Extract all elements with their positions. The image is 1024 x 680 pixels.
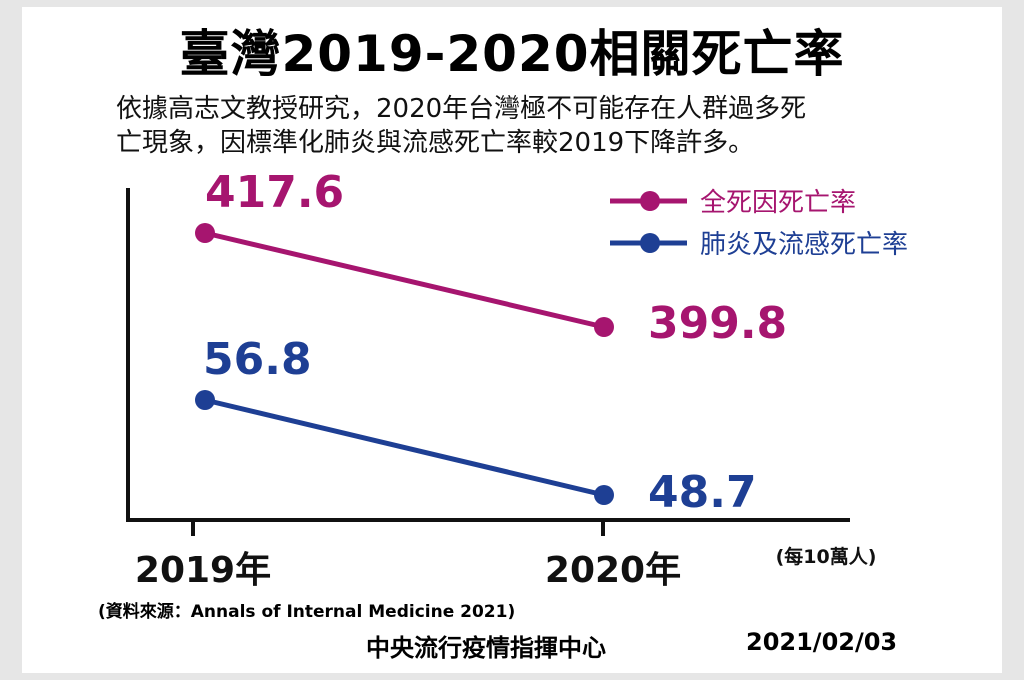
x-tick-label: 2020年	[545, 550, 681, 591]
infographic-panel	[22, 7, 1002, 673]
legend-marker	[640, 191, 660, 211]
legend-label: 全死因死亡率	[700, 188, 856, 218]
x-tick-label: 2019年	[135, 550, 271, 591]
legend-marker	[640, 233, 660, 253]
series-line	[204, 230, 605, 330]
page-title: 臺灣2019-2020相關死亡率	[179, 25, 845, 83]
footer-date: 2021/02/03	[746, 628, 898, 656]
series-line	[204, 397, 605, 498]
data-label: 56.8	[203, 334, 312, 385]
source-note: (資料來源：Annals of Internal Medicine 2021)	[98, 602, 516, 622]
data-label: 399.8	[648, 298, 787, 349]
data-label: 417.6	[205, 167, 344, 218]
legend-label: 肺炎及流感死亡率	[700, 230, 908, 260]
data-point	[594, 317, 614, 337]
footer-org: 中央流行疫情指揮中心	[366, 634, 606, 662]
data-point	[195, 223, 215, 243]
data-label: 48.7	[648, 467, 757, 518]
subtitle-line-2: 亡現象，因標準化肺炎與流感死亡率較2019下降許多。	[116, 128, 755, 158]
data-point	[594, 485, 614, 505]
unit-label: (每10萬人)	[776, 545, 877, 568]
data-point	[195, 390, 215, 410]
subtitle-line-1: 依據高志文教授研究，2020年台灣極不可能存在人群過多死	[116, 94, 807, 124]
